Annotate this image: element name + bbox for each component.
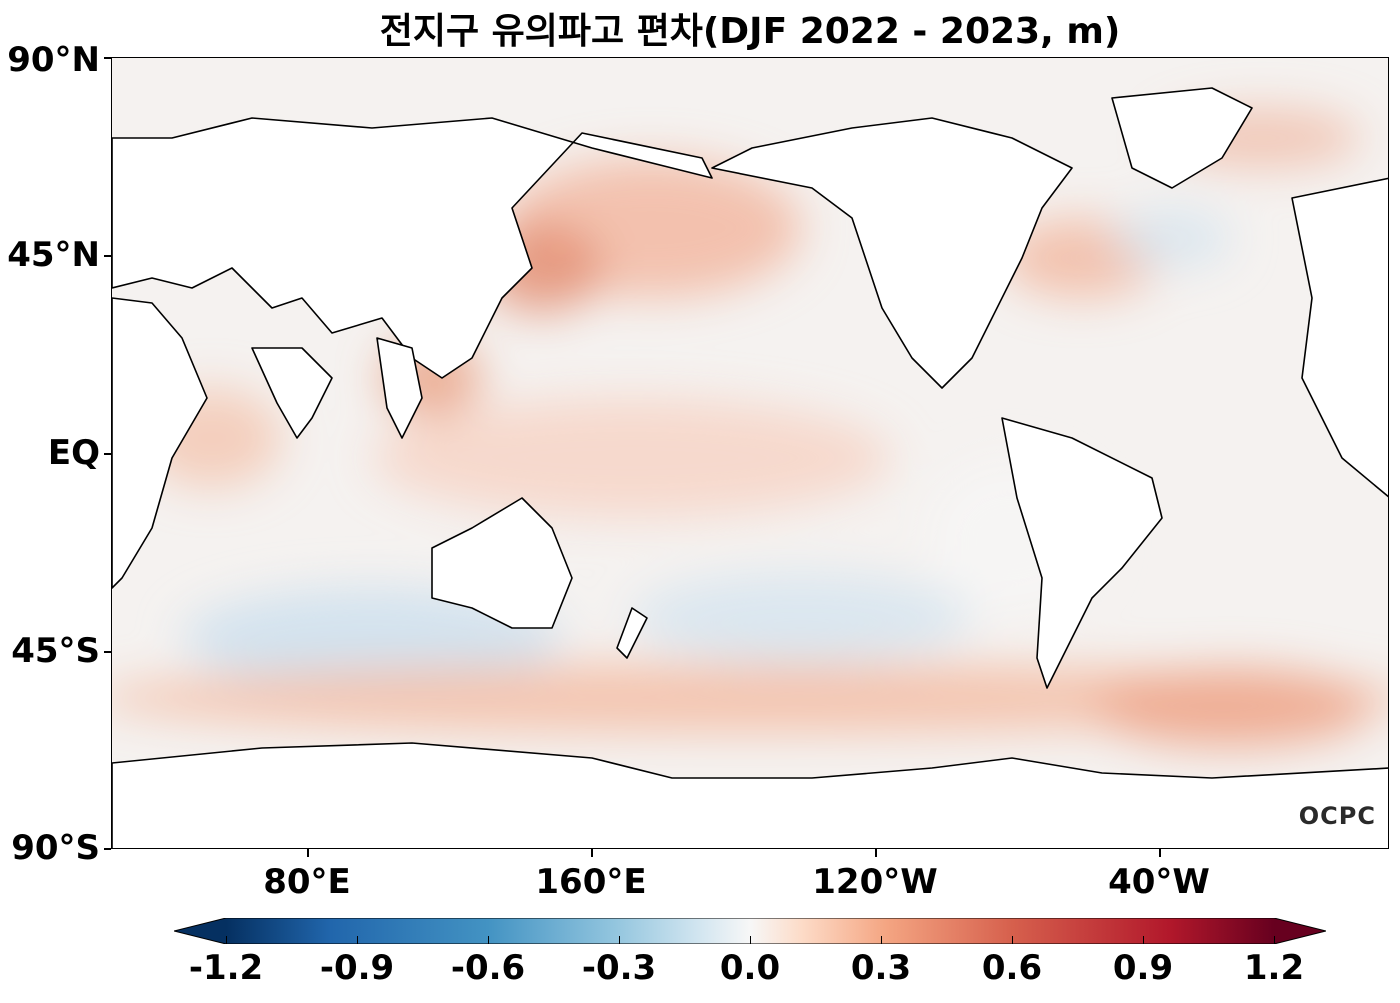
- north-america: [711, 117, 1073, 389]
- colorbar-tick-label: -1.2: [188, 948, 264, 988]
- colorbar-tick-label: -0.9: [319, 948, 395, 988]
- colorbar-tick: [488, 936, 489, 944]
- europe-africa-east: [1291, 177, 1388, 498]
- colorbar-tick: [1274, 936, 1275, 944]
- y-label-45n: 45°N: [7, 235, 100, 275]
- colorbar-tick-label: 0.6: [981, 948, 1043, 988]
- colorbar-tick: [1143, 936, 1144, 944]
- colorbar-tick-label: -0.3: [581, 948, 657, 988]
- y-label-45s: 45°S: [11, 631, 100, 671]
- x-label-120w: 120°W: [812, 862, 938, 902]
- x-tick: [1159, 849, 1161, 857]
- y-tick: [104, 651, 111, 653]
- anomaly-south-atlantic: [1092, 668, 1372, 748]
- x-tick: [591, 849, 593, 857]
- colorbar-min-arrow: [174, 918, 226, 944]
- colorbar-tick: [226, 936, 227, 944]
- y-label-90n: 90°N: [7, 40, 100, 80]
- wave-anomaly-map: [112, 58, 1388, 848]
- x-label-80e: 80°E: [263, 862, 351, 902]
- x-tick: [307, 849, 309, 857]
- chart-title: 전지구 유의파고 편차(DJF 2022 - 2023, m): [379, 11, 1121, 52]
- colorbar-max-arrow: [1274, 918, 1326, 944]
- x-label-40w: 40°W: [1108, 862, 1210, 902]
- anomaly-north-atlantic: [1112, 208, 1232, 268]
- new-zealand: [616, 607, 648, 659]
- ocpc-logo: OCPC: [1298, 802, 1376, 830]
- colorbar-tick-label: 0.3: [850, 948, 912, 988]
- y-tick: [104, 453, 111, 455]
- anomaly-southern-ocean: [112, 663, 1388, 733]
- colorbar-tick: [750, 936, 751, 944]
- anomaly-tropical-pacific: [372, 398, 892, 518]
- colorbar-tick-label: 0.0: [719, 948, 781, 988]
- land-masses: [112, 87, 1388, 848]
- colorbar-tick-label: 1.2: [1243, 948, 1305, 988]
- y-tick: [104, 57, 111, 59]
- australia: [431, 497, 573, 629]
- map-panel: OCPC: [111, 57, 1389, 849]
- colorbar-tick: [619, 936, 620, 944]
- y-tick: [104, 848, 111, 850]
- colorbar-tick: [881, 936, 882, 944]
- indochina: [376, 337, 423, 439]
- africa: [112, 297, 208, 589]
- anomaly-south-pacific: [632, 573, 972, 663]
- y-label-eq: EQ: [47, 433, 100, 473]
- colorbar-tick-label: 0.9: [1112, 948, 1174, 988]
- anomaly-southern-indian: [182, 588, 562, 688]
- antarctica: [112, 742, 1388, 848]
- eurasia: [112, 117, 713, 379]
- colorbar-tick: [357, 936, 358, 944]
- india: [251, 347, 333, 439]
- y-tick: [104, 255, 111, 257]
- y-label-90s: 90°S: [11, 828, 100, 868]
- x-label-160e: 160°E: [535, 862, 647, 902]
- colorbar-tick: [1012, 936, 1013, 944]
- south-america: [1001, 417, 1163, 689]
- colorbar-tick-label: -0.6: [450, 948, 526, 988]
- greenland: [1111, 87, 1253, 189]
- x-tick: [875, 849, 877, 857]
